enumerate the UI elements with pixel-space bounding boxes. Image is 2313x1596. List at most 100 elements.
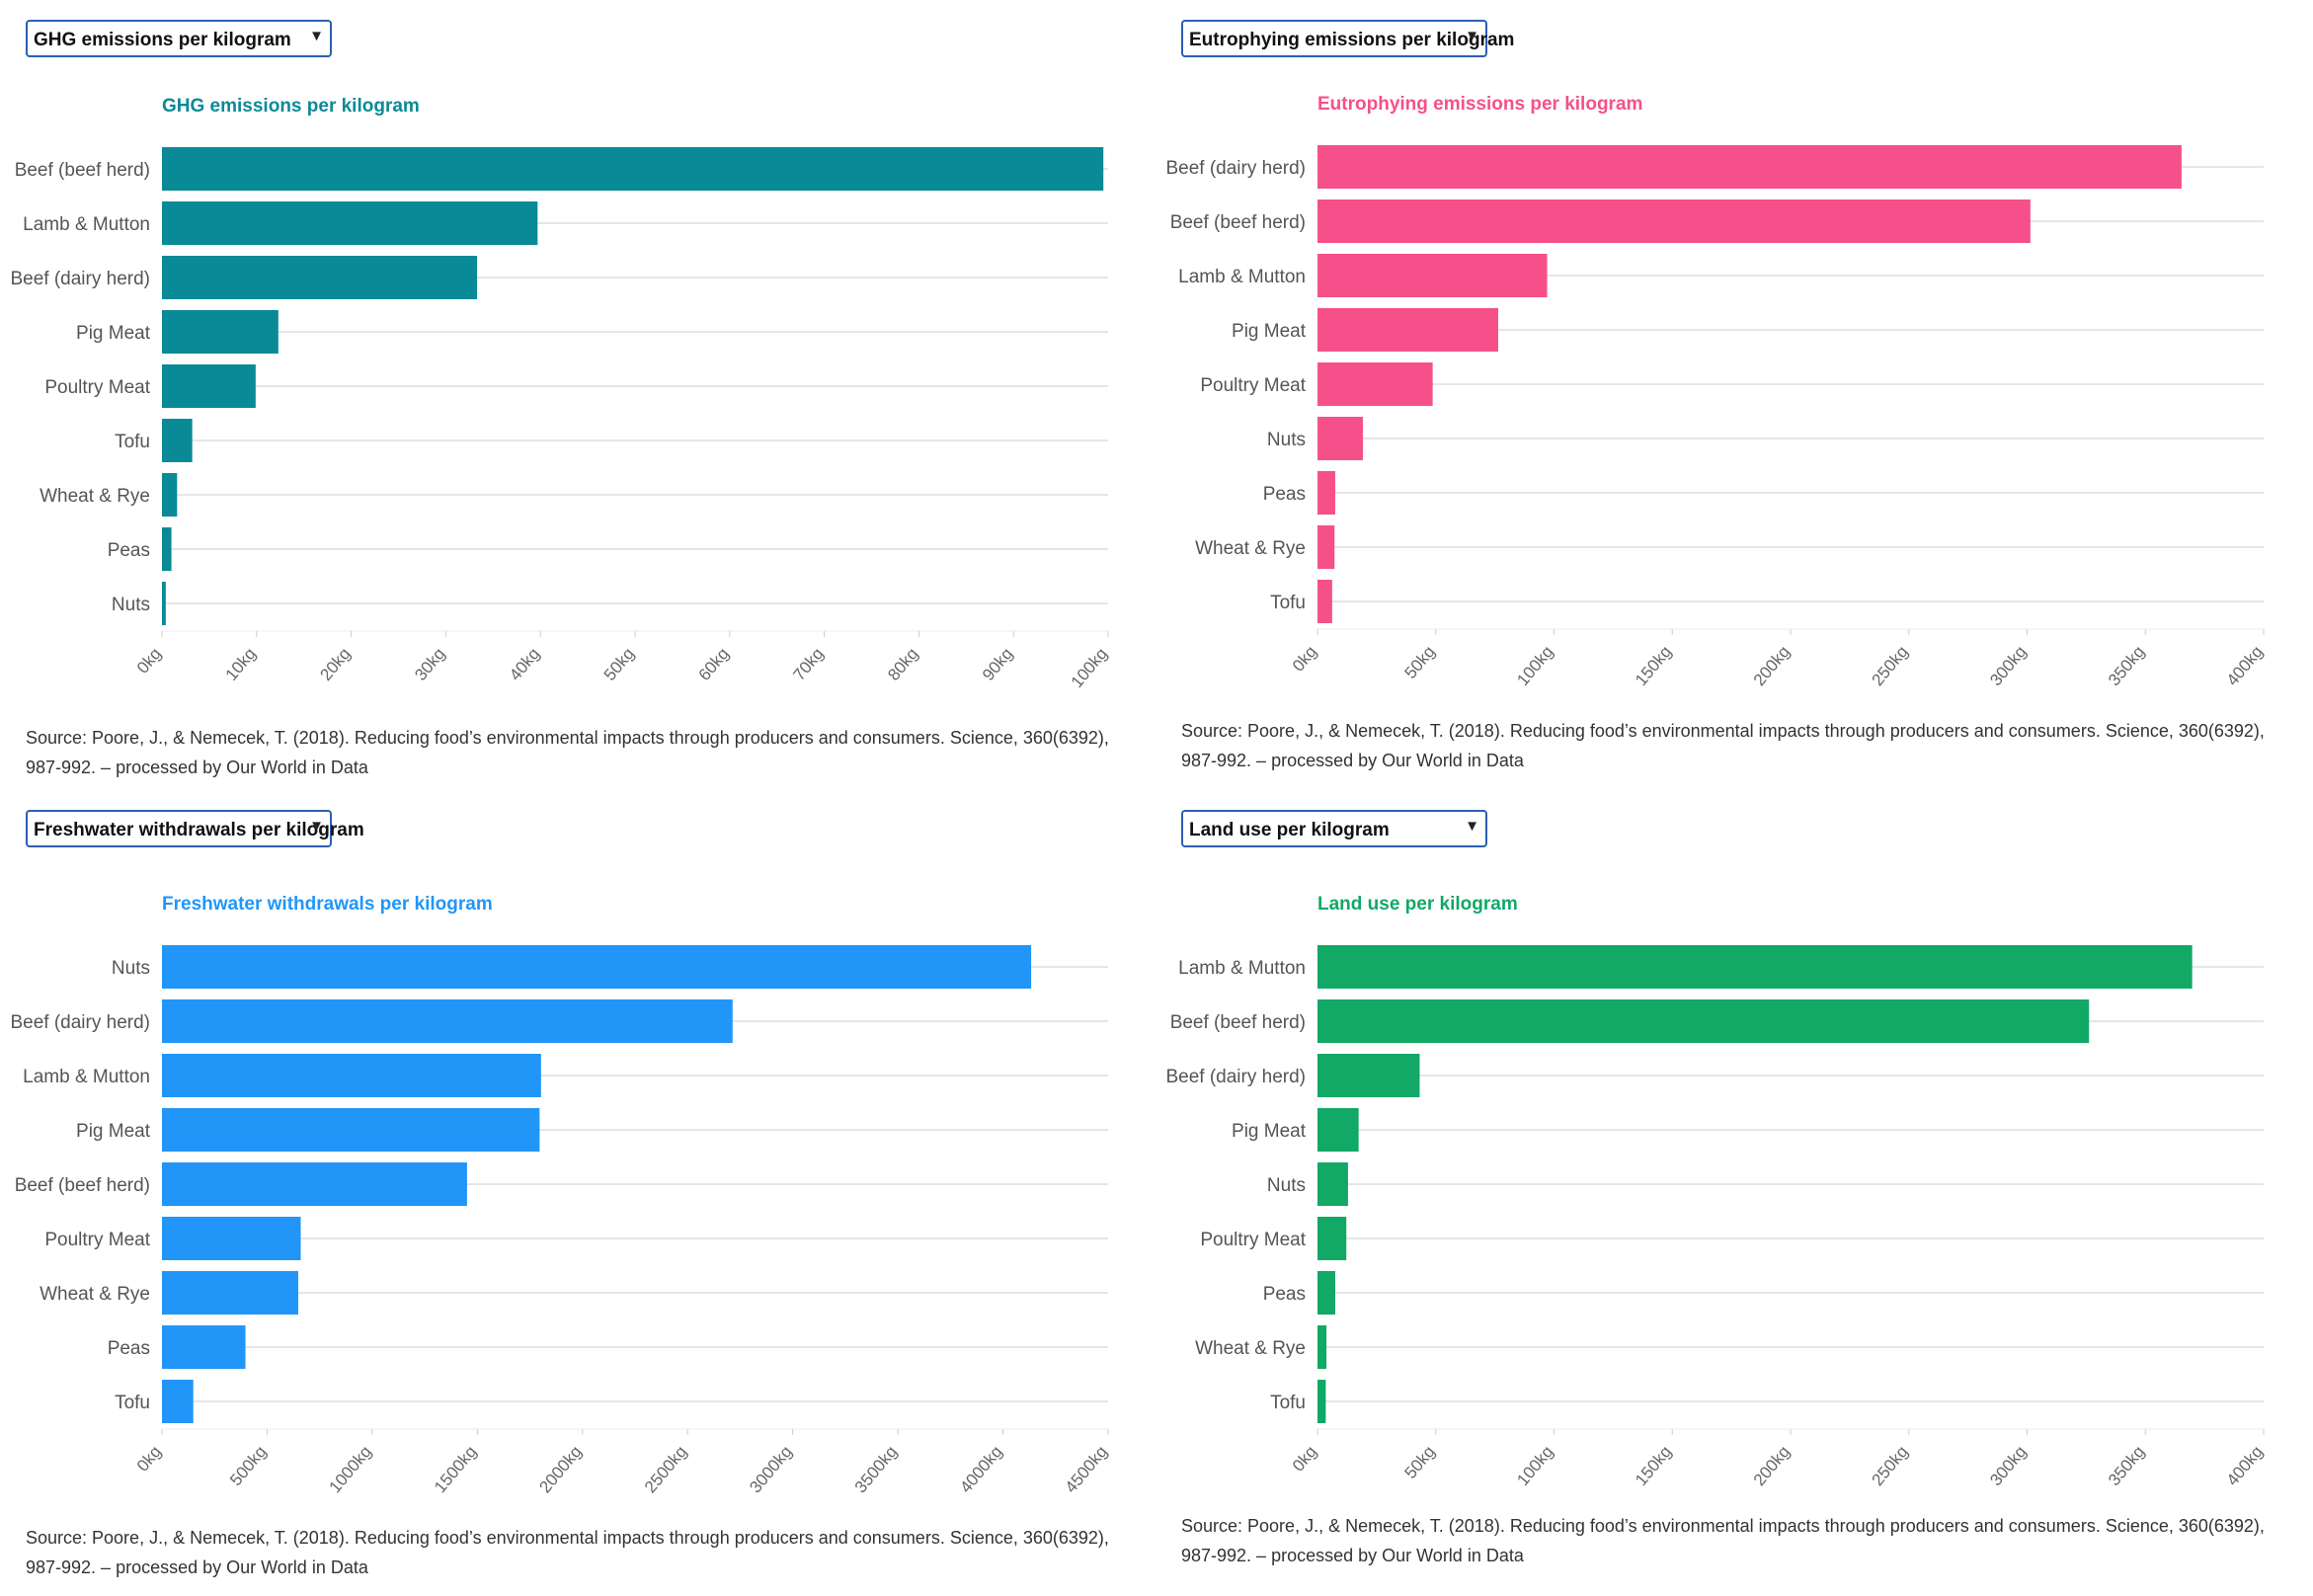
category-label: Wheat & Rye — [40, 486, 150, 507]
panel-eutrophying: Eutrophying emissions per kilogram ▼ Eut… — [1156, 0, 2291, 798]
bar — [1317, 200, 2031, 243]
bar — [1317, 1108, 1359, 1152]
metric-dropdown[interactable]: Eutrophying emissions per kilogram ▼ — [1181, 20, 1514, 57]
bar — [162, 999, 733, 1043]
category-label: Peas — [1263, 484, 1306, 505]
source-note: Source: Poore, J., & Nemecek, T. (2018).… — [1181, 1516, 2265, 1565]
bar-chart: GHG emissions per kilogram Beef (beef her… — [10, 96, 1111, 691]
category-label: Wheat & Rye — [1195, 538, 1306, 559]
x-tick-label: 250kg — [1868, 1442, 1911, 1489]
x-tick-label: 200kg — [1750, 1442, 1794, 1489]
category-label: Pig Meat — [1232, 321, 1307, 342]
bar — [1317, 417, 1363, 460]
chevron-down-icon: ▼ — [1465, 28, 1479, 44]
bar — [162, 1217, 301, 1260]
chart-title: GHG emissions per kilogram — [162, 96, 420, 117]
chevron-down-icon: ▼ — [309, 818, 324, 835]
source-note: Source: Poore, J., & Nemecek, T. (2018).… — [26, 1528, 1109, 1577]
x-tick-label: 150kg — [1632, 642, 1675, 689]
x-tick-label: 200kg — [1750, 642, 1794, 689]
category-label: Beef (beef herd) — [1170, 212, 1306, 233]
bar — [1317, 1271, 1335, 1315]
bar-chart: Freshwater withdrawals per kilogram Nuts B… — [10, 894, 1111, 1496]
bar — [162, 256, 478, 299]
x-tick-label: 50kg — [600, 644, 638, 683]
x-tick-label: 20kg — [316, 644, 354, 683]
category-label: Beef (dairy herd) — [10, 269, 150, 289]
x-tick-label: 3000kg — [746, 1442, 795, 1496]
x-tick-label: 3500kg — [851, 1442, 901, 1496]
x-tick-label: 1500kg — [431, 1442, 480, 1496]
x-tick-label: 400kg — [2223, 642, 2267, 689]
metric-dropdown[interactable]: Land use per kilogram ▼ — [1181, 810, 1487, 847]
metric-dropdown[interactable]: GHG emissions per kilogram ▼ — [26, 20, 332, 57]
category-label: Poultry Meat — [1200, 375, 1306, 396]
category-label: Lamb & Mutton — [23, 214, 150, 235]
category-label: Peas — [108, 1338, 150, 1359]
x-tick-label: 50kg — [1401, 642, 1439, 681]
bar — [1317, 999, 2090, 1043]
panel-land-use: Land use per kilogram ▼ Land use per kil… — [1156, 798, 2291, 1596]
x-tick-label: 300kg — [1986, 642, 2030, 689]
category-label: Nuts — [112, 958, 150, 979]
bar — [1317, 1162, 1348, 1206]
bar — [162, 201, 538, 245]
source-note: Source: Poore, J., & Nemecek, T. (2018).… — [26, 728, 1109, 777]
bar-chart: Land use per kilogram Lamb & Mutton Beef (… — [1165, 894, 2267, 1489]
x-tick-label: 80kg — [884, 644, 921, 683]
bar-chart: Eutrophying emissions per kilogram Beef (… — [1165, 94, 2267, 689]
bar — [162, 1325, 246, 1369]
bar — [162, 1271, 298, 1315]
bar — [162, 527, 172, 571]
x-tick-label: 250kg — [1868, 642, 1911, 689]
category-label: Tofu — [1270, 593, 1306, 613]
bar — [1317, 580, 1332, 623]
bar — [1317, 145, 2182, 189]
x-tick-label: 0kg — [133, 644, 165, 677]
bar — [1317, 471, 1335, 515]
dropdown-selected-label: GHG emissions per kilogram — [34, 30, 291, 50]
category-label: Lamb & Mutton — [23, 1067, 150, 1087]
bar — [162, 364, 256, 408]
x-tick-label: 4000kg — [956, 1442, 1005, 1496]
x-tick-label: 90kg — [979, 644, 1016, 683]
bar — [1317, 308, 1498, 352]
category-label: Nuts — [112, 595, 150, 615]
category-label: Peas — [108, 540, 150, 561]
category-label: Peas — [1263, 1284, 1306, 1305]
x-tick-label: 1000kg — [326, 1442, 375, 1496]
category-label: Poultry Meat — [1200, 1230, 1306, 1250]
chart-title: Freshwater withdrawals per kilogram — [162, 894, 493, 915]
metric-dropdown[interactable]: Freshwater withdrawals per kilogram ▼ — [26, 810, 364, 847]
x-tick-label: 400kg — [2223, 1442, 2267, 1489]
category-label: Pig Meat — [76, 323, 151, 344]
chart-title: Eutrophying emissions per kilogram — [1317, 94, 1642, 115]
source-note: Source: Poore, J., & Nemecek, T. (2018).… — [1181, 721, 2265, 770]
x-tick-label: 150kg — [1632, 1442, 1675, 1489]
x-tick-label: 350kg — [2105, 1442, 2148, 1489]
category-label: Beef (dairy herd) — [1165, 1067, 1306, 1087]
chevron-down-icon: ▼ — [1465, 818, 1479, 835]
bar — [162, 1162, 467, 1206]
x-tick-label: 300kg — [1986, 1442, 2030, 1489]
x-tick-label: 70kg — [789, 644, 827, 683]
category-label: Beef (beef herd) — [15, 1175, 150, 1196]
dropdown-selected-label: Land use per kilogram — [1189, 820, 1390, 840]
x-tick-label: 2500kg — [641, 1442, 690, 1496]
x-tick-label: 0kg — [1289, 642, 1320, 675]
category-label: Nuts — [1267, 430, 1306, 450]
bar — [162, 473, 178, 517]
bar — [1317, 1054, 1420, 1097]
category-label: Pig Meat — [1232, 1121, 1307, 1142]
x-tick-label: 50kg — [1401, 1442, 1439, 1481]
x-tick-label: 30kg — [411, 644, 448, 683]
category-label: Beef (dairy herd) — [1165, 158, 1306, 179]
category-label: Wheat & Rye — [40, 1284, 150, 1305]
category-label: Beef (beef herd) — [1170, 1012, 1306, 1033]
category-label: Nuts — [1267, 1175, 1306, 1196]
x-tick-label: 2000kg — [535, 1442, 585, 1496]
x-tick-label: 40kg — [506, 644, 543, 683]
x-tick-label: 0kg — [1289, 1442, 1320, 1475]
bar — [1317, 525, 1335, 569]
x-tick-label: 100kg — [1513, 642, 1556, 689]
